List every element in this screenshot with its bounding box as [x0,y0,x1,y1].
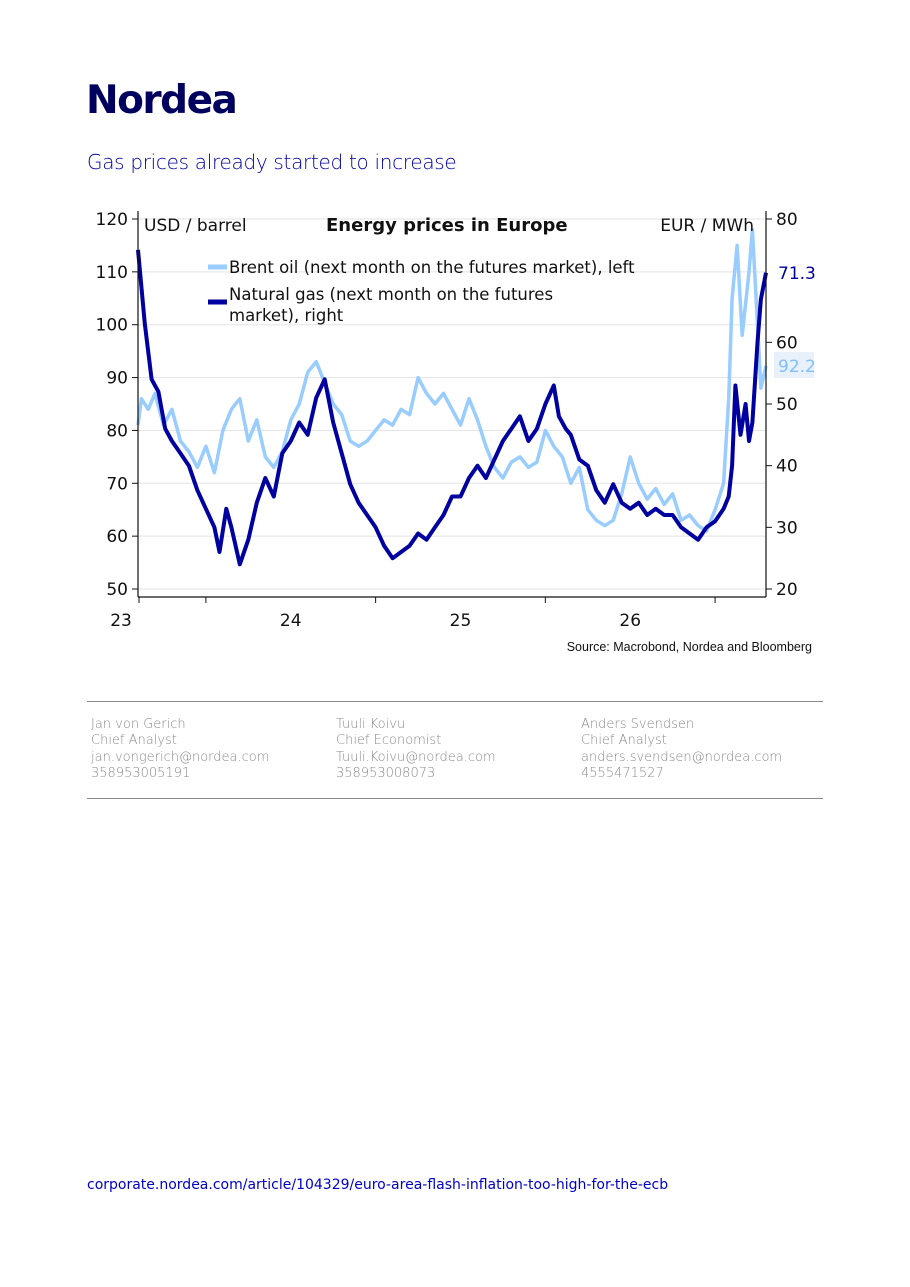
contact-title: Chief Analyst [581,733,667,749]
left-axis-tick-label: 90 [106,369,128,389]
chart-series [136,227,768,567]
contact-card: Jan von Gerich Chief Analyst jan.vongeri… [91,717,269,783]
bottom-divider [87,798,823,799]
contact-phone: 358953008073 [336,766,436,782]
article-subtitle: Gas prices already started to increase [87,150,457,174]
legend-label-gas-line2: market), right [229,306,344,325]
x-axis-tick-label: 26 [619,611,641,631]
last-value-brent: 92.2 [778,357,816,377]
right-axis-unit: EUR / MWh [660,216,754,236]
legend-label-gas: Natural gas (next month on the futures m… [229,285,558,325]
chart-title: Energy prices in Europe [326,215,568,236]
left-axis-tick-label: 100 [96,316,128,336]
contact-email[interactable]: Tuuli.Koivu@nordea.com [336,749,496,765]
contact-name: Anders Svendsen [581,717,695,732]
left-axis-tick-label: 110 [96,263,128,283]
contact-name: Tuuli Koivu [336,717,406,732]
contact-title: Chief Economist [336,733,442,749]
x-axis-tick-label: 24 [280,611,302,631]
contact-title: Chief Analyst [91,733,177,749]
left-axis-unit: USD / barrel [144,216,247,236]
x-axis-tick-label: 23 [110,611,132,631]
contact-name: Jan von Gerich [91,717,186,732]
legend-label-gas-line1: Natural gas (next month on the futures [229,285,553,304]
right-axis-tick-label: 30 [776,518,798,538]
chart-source: Source: Macrobond, Nordea and Bloomberg [567,640,812,654]
left-axis-tick-label: 70 [106,474,128,494]
x-axis-tick-label: 25 [450,611,472,631]
right-axis-tick-label: 50 [776,395,798,415]
last-value-gas: 71.3 [778,264,816,284]
left-axis-tick-label: 50 [106,580,128,600]
left-axis-tick-label: 120 [96,210,128,230]
contact-email[interactable]: jan.vongerich@nordea.com [91,749,270,765]
contact-card: Anders Svendsen Chief Analyst anders.sve… [581,717,782,783]
contact-email[interactable]: anders.svendsen@nordea.com [581,749,783,765]
contact-phone: 358953005191 [91,766,191,782]
last-value-box-brent [774,352,814,378]
chart-gridlines [138,218,766,590]
right-axis-tick-label: 60 [776,333,798,353]
right-axis-tick-label: 80 [776,210,798,230]
chart-axes: 50 60 70 80 90 100 110 120 20 30 40 50 60 80 23 24 25 26 [96,210,798,631]
legend-label-brent: Brent oil (next month on the futures mar… [229,258,635,277]
contact-phone: 4555471527 [581,766,664,782]
right-axis-tick-label: 40 [776,457,798,477]
left-axis-tick-label: 80 [106,421,128,441]
series-line-brent [136,227,768,533]
nordea-logo: Nordea [86,78,238,123]
right-axis-tick-label: 20 [776,580,798,600]
left-axis-tick-label: 60 [106,527,128,547]
contact-card: Tuuli Koivu Chief Economist Tuuli.Koivu@… [336,717,496,783]
series-line-gas [136,249,768,567]
chart-legend: Brent oil (next month on the futures mar… [208,258,635,325]
article-link[interactable]: corporate.nordea.com/article/104329/euro… [87,1177,669,1193]
top-divider [87,701,823,702]
